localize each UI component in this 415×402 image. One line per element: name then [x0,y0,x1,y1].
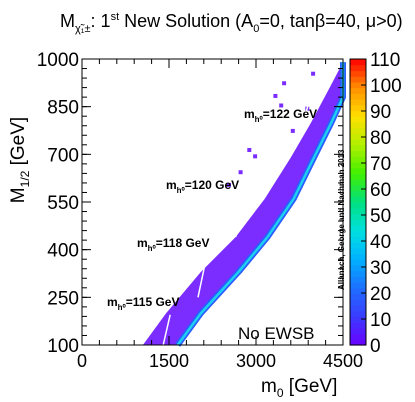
colorbar-cell [350,127,366,134]
colorbar-cell [350,110,366,117]
band-edge-cyan [176,62,345,346]
colorbar-cell [350,76,366,83]
colorbar-cell [350,87,366,94]
y-tick-label: 850 [47,98,79,119]
colorbar-cell [350,161,366,169]
scatter-cell [238,170,243,175]
colorbar-cell [350,173,366,180]
chart-title: Mχ̃₁±: 1st New Solution (A0=0, tanβ=40, μ… [60,11,403,35]
colorbar-cell [350,310,366,317]
colorbar-cell [350,133,366,140]
scatter-cell [247,147,252,152]
colorbar-tick-label: 80 [370,128,391,149]
colorbar-cell [350,196,366,203]
colorbar-cell [350,150,366,157]
colorbar-cell [350,316,366,323]
colorbar-cell [350,299,366,306]
colorbar-cell [350,304,366,312]
higgs-contour-label: mh⁰=122 GeV [244,107,317,124]
colorbar-cell [350,70,366,77]
higgs-contour-3 [298,84,315,136]
y-tick-label: 1000 [37,50,79,71]
colorbar-cell [350,224,366,232]
y-tick-label: 700 [47,145,79,166]
higgs-contour-2 [234,173,249,238]
higgs-contour-label: mh⁰=115 GeV [107,295,179,312]
colorbar-tick-label: 20 [370,284,391,305]
higgs-contour-label: mh⁰=120 GeV [166,178,239,195]
colorbar-cell [350,99,366,106]
colorbar-cell [350,202,366,209]
y-tick-label: 550 [47,193,79,214]
colorbar-cell [350,282,366,289]
colorbar-tick-label: 10 [370,310,391,331]
colorbar-cell [350,184,366,192]
colorbar-cell [350,236,366,243]
colorbar-cell [350,287,366,295]
colorbar-tick-label: 50 [370,206,391,227]
higgs-contour-0 [162,314,171,346]
colorbar-cell [350,339,366,346]
plot-area [142,62,346,347]
y-tick-label: 250 [47,288,79,309]
colorbar-cell [350,104,366,112]
colorbar-cell [350,121,366,129]
colorbar-cell [350,270,366,277]
colorbar-tick-label: 70 [370,154,391,175]
colorbar-tick-label: 90 [370,102,391,123]
colorbar-cell [350,167,366,174]
colorbar-cell [350,259,366,266]
colorbar-frame [349,58,367,346]
colorbar-cell [350,242,366,249]
x-tick-label: 0 [77,351,87,371]
colorbar-cell [350,59,366,66]
colorbar-cell [350,264,366,272]
scatter-cell [282,81,287,86]
scatter-cell [273,93,278,98]
colorbar-cell [350,322,366,329]
x-axis-label: m0 [GeV] [261,376,337,400]
colorbar-cell [350,276,366,283]
scatter-cell [279,103,284,108]
credit-text: Allanach, George and Nachman 2013 [337,149,346,290]
y-axis-label: M1/2 [GeV] [8,117,32,203]
colorbar-cell [350,247,366,255]
y-tick-label: 100 [47,336,79,357]
x-tick-label: 3000 [236,351,276,371]
colorbar-cell [350,81,366,89]
y-tick-label: 400 [47,241,79,262]
colorbar-tick-label: 100 [370,76,402,97]
colorbar-cell [350,179,366,186]
scatter-cell [253,154,258,159]
colorbar-cell [350,139,366,146]
higgs-contour-1 [197,255,208,298]
colorbar-tick-label: 0 [370,336,381,357]
colorbar-cell [350,230,366,237]
scatter-cell [311,71,316,76]
x-tick-label: 1500 [149,351,189,371]
colorbar-cell [350,327,366,335]
colorbar-cell [350,253,366,260]
colorbar-cell [350,333,366,340]
colorbar-cell [350,207,366,215]
scatter-cell [227,182,231,187]
colorbar-tick-label: 40 [370,232,391,253]
scatter-cell [290,128,295,133]
colorbar-cell [350,156,366,163]
no-ewsb-label: No EWSB [238,324,315,343]
colorbar-cell [350,190,366,197]
colorbar-cell [350,213,366,220]
colorbar-cell [350,293,366,300]
higgs-contour-label: mh⁰=118 GeV [137,236,209,253]
colorbar-cell [350,116,366,123]
colorbar-cell [350,219,366,226]
colorbar-cell [350,93,366,100]
colorbar-cell [350,64,366,72]
colorbar-tick-label: 110 [370,50,400,71]
colorbar-tick-label: 60 [370,180,391,201]
x-tick-label: 4500 [323,351,363,371]
colorbar-cell [350,144,366,152]
colorbar-tick-label: 30 [370,258,391,279]
